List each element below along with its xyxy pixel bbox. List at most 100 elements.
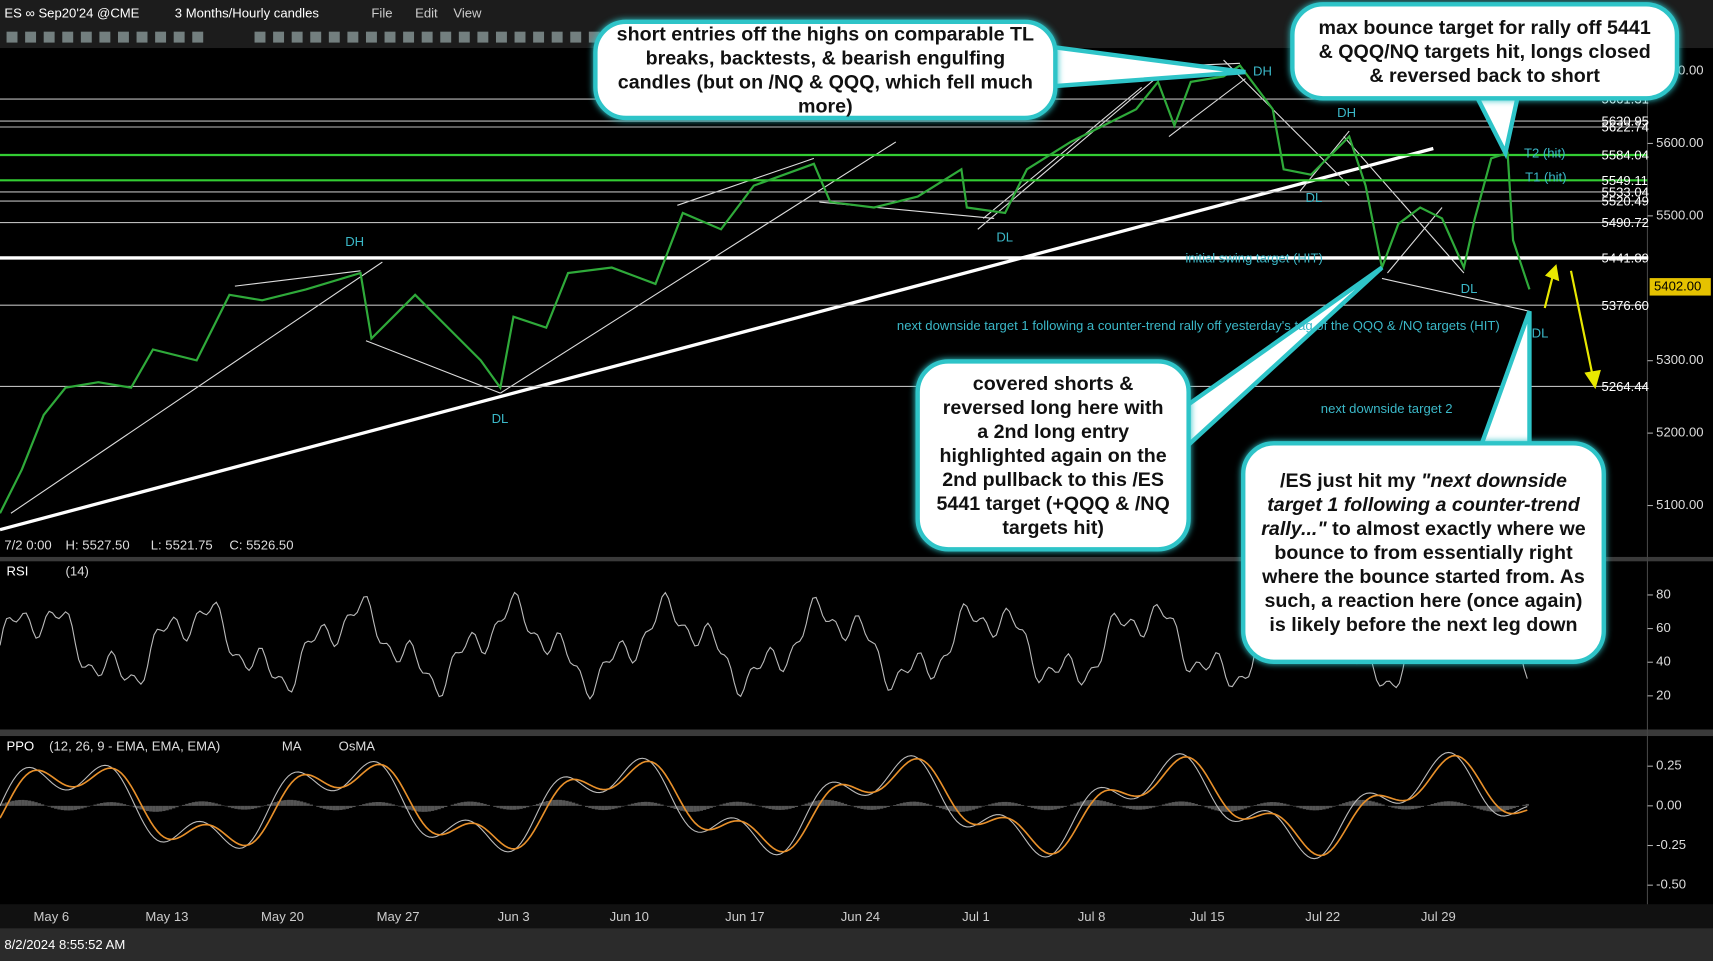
status-bar xyxy=(0,928,1713,961)
ohlc: L: 5521.75 xyxy=(151,537,213,552)
symbol: ES ∞ Sep20'24 @CME xyxy=(4,6,139,21)
annotation: DH xyxy=(1337,105,1356,120)
toolbar-icon[interactable] xyxy=(403,31,415,43)
ppo-line xyxy=(0,751,1528,860)
toolbar-icon[interactable] xyxy=(62,31,74,43)
annotation: DL xyxy=(1461,281,1478,296)
callout-text: /ES just hit my "next downside target 1 … xyxy=(1261,468,1587,636)
y-tick-label: -0.25 xyxy=(1656,837,1686,852)
annotation: next downside target 1 following a count… xyxy=(897,318,1500,333)
toolbar-icon[interactable] xyxy=(117,31,129,43)
callout: max bounce target for rally off 5441 & Q… xyxy=(1290,2,1680,101)
y-tick-label: 20 xyxy=(1656,687,1671,702)
toolbar-icon[interactable] xyxy=(477,31,489,43)
annotation: DL xyxy=(492,411,509,426)
toolbar-icon[interactable] xyxy=(254,31,266,43)
current-price-label: 5402.00 xyxy=(1654,278,1701,293)
panel-title: RSI xyxy=(7,564,29,579)
level-label: 5520.49 xyxy=(1602,194,1649,209)
x-tick-label: Jun 24 xyxy=(841,909,880,924)
x-tick-label: Jun 10 xyxy=(610,909,649,924)
ohlc: H: 5527.50 xyxy=(66,537,130,552)
y-tick-label: 5300.00 xyxy=(1656,352,1703,367)
timeframe: 3 Months/Hourly candles xyxy=(175,6,320,21)
level-label: 5533.04 xyxy=(1602,184,1649,199)
toolbar-icon[interactable] xyxy=(365,31,377,43)
callout: covered shorts & reversed long here with… xyxy=(915,359,1191,552)
toolbar-icon[interactable] xyxy=(514,31,526,43)
toolbar-icon[interactable] xyxy=(155,31,167,43)
callout: short entries off the highs on comparabl… xyxy=(593,19,1058,121)
level-label: 5376.60 xyxy=(1602,298,1649,313)
annotation: DH xyxy=(1253,64,1272,79)
toolbar-icon[interactable] xyxy=(458,31,470,43)
legend-item: MA xyxy=(282,738,302,753)
toolbar-icon[interactable] xyxy=(440,31,452,43)
toolbar-icon[interactable] xyxy=(273,31,285,43)
menu-item[interactable]: Edit xyxy=(415,6,438,21)
annotation: initial swing target (HIT) xyxy=(1185,250,1323,265)
annotation: DH xyxy=(345,234,364,249)
toolbar-icon[interactable] xyxy=(80,31,92,43)
ohlc: C: 5526.50 xyxy=(229,537,293,552)
level-label: 5622.74 xyxy=(1602,120,1649,135)
y-tick-label: 5100.00 xyxy=(1656,497,1703,512)
toolbar-icon[interactable] xyxy=(99,31,111,43)
toolbar-icon[interactable] xyxy=(533,31,545,43)
toolbar-icon[interactable] xyxy=(384,31,396,43)
text: to almost exactly where we bounce to fro… xyxy=(1262,517,1586,636)
annotation: DL xyxy=(996,230,1013,245)
x-tick-label: Jul 8 xyxy=(1078,909,1106,924)
callout-pointers xyxy=(1024,41,1532,453)
y-tick-label: 5500.00 xyxy=(1656,207,1703,222)
ppo-ma-line xyxy=(0,754,1528,857)
callout: /ES just hit my "next downside target 1 … xyxy=(1241,441,1606,664)
toolbar-icon[interactable] xyxy=(495,31,507,43)
level-label: 5264.44 xyxy=(1602,379,1649,394)
panel-params: (12, 26, 9 - EMA, EMA, EMA) xyxy=(49,738,220,753)
toolbar-icon[interactable] xyxy=(25,31,37,43)
x-tick-label: May 27 xyxy=(377,909,420,924)
legend-item: OsMA xyxy=(339,738,376,753)
panel-params: (14) xyxy=(66,564,89,579)
toolbar-icon[interactable] xyxy=(192,31,204,43)
toolbar-icon[interactable] xyxy=(347,31,359,43)
toolbar-icon[interactable] xyxy=(43,31,55,43)
y-tick-label: 0.00 xyxy=(1656,797,1681,812)
menu-item[interactable]: View xyxy=(453,6,482,21)
toolbar-icon[interactable] xyxy=(136,31,148,43)
toolbar-icon[interactable] xyxy=(570,31,582,43)
annotation: DL xyxy=(1532,326,1549,341)
toolbar-icon[interactable] xyxy=(328,31,340,43)
level-label: 5441.89 xyxy=(1602,250,1649,265)
annotation: T2 (hit) xyxy=(1524,145,1565,160)
toolbar-icon[interactable] xyxy=(551,31,563,43)
x-tick-label: Jul 29 xyxy=(1421,909,1456,924)
y-tick-label: 80 xyxy=(1656,586,1671,601)
panel-divider xyxy=(0,556,1713,562)
toolbar-icon[interactable] xyxy=(421,31,433,43)
annotation: T1 (hit) xyxy=(1525,169,1566,184)
y-tick-label: 0.25 xyxy=(1656,758,1681,773)
x-tick-label: Jul 15 xyxy=(1190,909,1225,924)
panel-divider xyxy=(0,729,1713,737)
x-tick-label: May 20 xyxy=(261,909,304,924)
menu-item[interactable]: File xyxy=(371,6,392,21)
toolbar-icon[interactable] xyxy=(310,31,322,43)
ohlc: 7/2 0:00 xyxy=(4,537,51,552)
arrows xyxy=(1543,264,1601,390)
toolbar-icon[interactable] xyxy=(6,31,18,43)
quote: "next downside target 1 following a coun… xyxy=(1261,469,1580,540)
toolbar-icon[interactable] xyxy=(291,31,303,43)
status-time: 8/2/2024 8:55:52 AM xyxy=(4,937,125,952)
x-tick-label: Jun 3 xyxy=(498,909,530,924)
toolbar-icon[interactable] xyxy=(173,31,185,43)
level-label: 5549.11 xyxy=(1602,173,1648,188)
text: /ES just hit my xyxy=(1280,469,1422,492)
x-tick-label: Jul 22 xyxy=(1305,909,1340,924)
x-tick-label: Jun 17 xyxy=(725,909,764,924)
y-tick-label: 60 xyxy=(1656,620,1671,635)
toolbar-icon[interactable] xyxy=(588,31,600,43)
